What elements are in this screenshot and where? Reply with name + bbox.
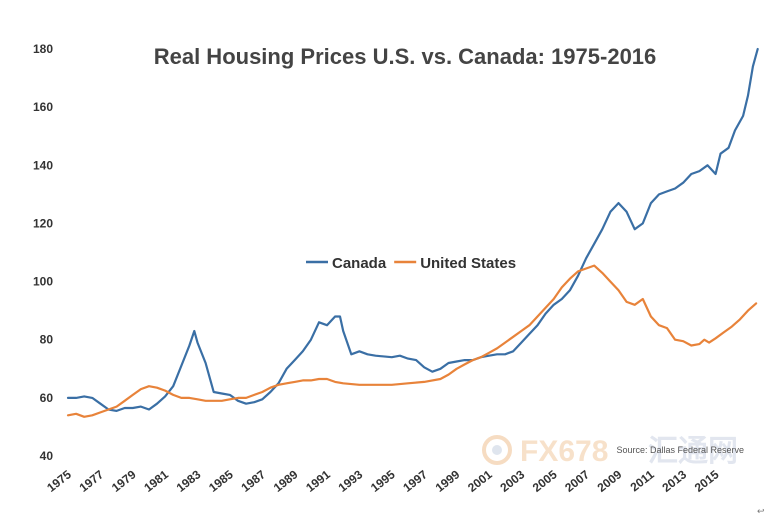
return-glyph-icon: ↩ <box>757 506 765 516</box>
y-axis: 40 60 80 100 120 140 160 180 <box>33 42 53 463</box>
watermark-logo-icon <box>482 435 512 465</box>
source-note: Source: Dallas Federal Reserve <box>616 445 744 455</box>
series-line-canada <box>66 47 759 412</box>
y-tick-label: 80 <box>40 333 54 347</box>
y-tick-label: 160 <box>33 100 53 114</box>
y-tick-label: 120 <box>33 216 53 230</box>
y-tick-label: 100 <box>33 275 53 289</box>
plot-area <box>66 47 759 418</box>
watermark-text: FX678 <box>520 435 608 468</box>
watermark: FX678 汇通网 <box>482 435 738 468</box>
legend: Canada United States <box>306 255 516 272</box>
legend-label: United States <box>420 255 516 272</box>
watermark-cjk-text: 汇通网 <box>648 435 738 468</box>
y-tick-label: 140 <box>33 158 53 172</box>
y-tick-label: 60 <box>40 391 54 405</box>
series-line-united-states <box>66 264 758 418</box>
legend-label: Canada <box>332 255 387 272</box>
y-tick-label: 40 <box>40 449 54 463</box>
y-tick-label: 180 <box>33 42 53 56</box>
chart-title: Real Housing Prices U.S. vs. Canada: 197… <box>154 44 657 69</box>
